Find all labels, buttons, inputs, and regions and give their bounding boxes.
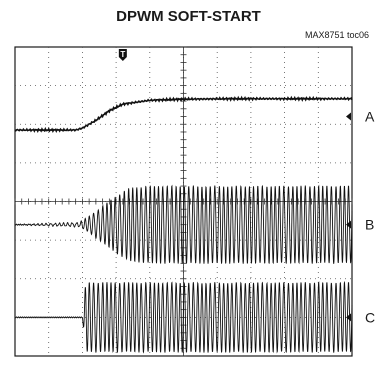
- channel-labels: A B C: [346, 109, 375, 325]
- ground-marker-A: [346, 112, 351, 121]
- trigger-marker: T: [118, 49, 127, 61]
- series-label-C: C: [365, 309, 375, 325]
- trace-A: [14, 95, 353, 134]
- trace-C: [14, 280, 353, 354]
- series-label-B: B: [365, 217, 374, 233]
- ground-marker-C: [346, 313, 351, 322]
- trace-B: [14, 184, 353, 265]
- trigger-marker-shape: [118, 49, 127, 61]
- ground-marker-B: [346, 220, 351, 229]
- traces: [14, 95, 353, 354]
- series-label-A: A: [365, 109, 375, 125]
- chart-title: DPWM SOFT-START: [116, 8, 261, 25]
- figure-id: MAX8751 toc06: [304, 30, 369, 40]
- trigger-marker-label: T: [120, 50, 125, 59]
